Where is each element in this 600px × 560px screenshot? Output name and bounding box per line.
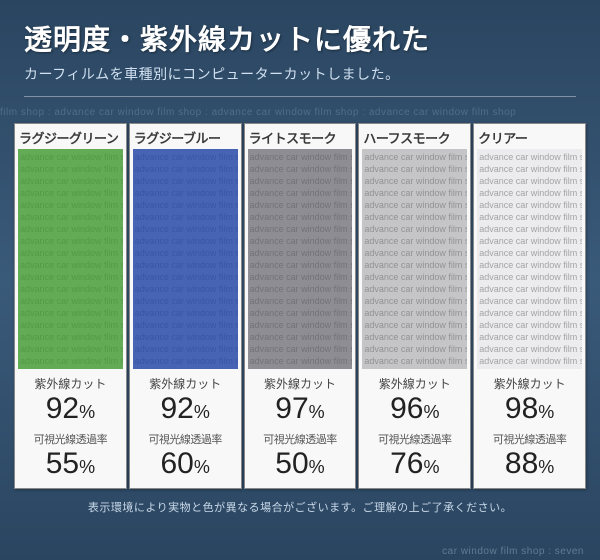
- film-card: ラグジーブルー advance car window film shop : a…: [129, 123, 242, 489]
- vlt-label: 可視光線透過率: [134, 431, 237, 447]
- film-color-swatch: advance car window film shop : advance c…: [362, 149, 467, 369]
- page-subtitle: カーフィルムを車種別にコンピューターカットしました。: [24, 64, 576, 97]
- film-color-swatch: advance car window film shop : advance c…: [248, 149, 353, 369]
- film-stats: 紫外線カット 98% 可視光線透過率 88%: [474, 369, 585, 488]
- vlt-value: 60%: [134, 447, 237, 480]
- swatch-color-overlay: [362, 149, 467, 369]
- film-card: ラグジーグリーン advance car window film shop : …: [14, 123, 127, 489]
- vlt-value: 88%: [478, 447, 581, 480]
- film-stats: 紫外線カット 92% 可視光線透過率 60%: [130, 369, 241, 488]
- film-color-swatch: advance car window film shop : advance c…: [133, 149, 238, 369]
- vlt-label: 可視光線透過率: [19, 431, 122, 447]
- uv-cut-value: 96%: [363, 392, 466, 425]
- uv-cut-label: 紫外線カット: [478, 375, 581, 392]
- film-cards-row: ラグジーグリーン advance car window film shop : …: [0, 119, 600, 489]
- swatch-color-overlay: [248, 149, 353, 369]
- vlt-label: 可視光線透過率: [478, 431, 581, 447]
- vlt-value: 76%: [363, 447, 466, 480]
- vlt-value: 50%: [249, 447, 352, 480]
- film-card: ハーフスモーク advance car window film shop : a…: [358, 123, 471, 489]
- background-text-strip: film shop : advance car window film shop…: [0, 107, 600, 119]
- uv-cut-value: 98%: [478, 392, 581, 425]
- uv-cut-value: 97%: [249, 392, 352, 425]
- swatch-color-overlay: [18, 149, 123, 369]
- swatch-color-overlay: [477, 149, 582, 369]
- film-color-swatch: advance car window film shop : advance c…: [477, 149, 582, 369]
- swatch-color-overlay: [133, 149, 238, 369]
- film-name-label: ライトスモーク: [245, 124, 356, 149]
- header-section: 透明度・紫外線カットに優れた カーフィルムを車種別にコンピューターカットしました…: [0, 0, 600, 107]
- film-name-label: クリアー: [474, 124, 585, 149]
- uv-cut-label: 紫外線カット: [134, 375, 237, 392]
- film-name-label: ハーフスモーク: [359, 124, 470, 149]
- uv-cut-label: 紫外線カット: [19, 375, 122, 392]
- page-title: 透明度・紫外線カットに優れた: [24, 18, 576, 58]
- vlt-label: 可視光線透過率: [363, 431, 466, 447]
- film-name-label: ラグジーグリーン: [15, 124, 126, 149]
- film-color-swatch: advance car window film shop : advance c…: [18, 149, 123, 369]
- film-name-label: ラグジーブルー: [130, 124, 241, 149]
- uv-cut-label: 紫外線カット: [363, 375, 466, 392]
- film-card: クリアー advance car window film shop : adva…: [473, 123, 586, 489]
- film-stats: 紫外線カット 96% 可視光線透過率 76%: [359, 369, 470, 488]
- disclaimer-note: 表示環境により実物と色が異なる場合がございます。ご理解の上ご了承ください。: [0, 499, 600, 515]
- vlt-value: 55%: [19, 447, 122, 480]
- film-card: ライトスモーク advance car window film shop : a…: [244, 123, 357, 489]
- vlt-label: 可視光線透過率: [249, 431, 352, 447]
- uv-cut-label: 紫外線カット: [249, 375, 352, 392]
- uv-cut-value: 92%: [134, 392, 237, 425]
- film-stats: 紫外線カット 92% 可視光線透過率 55%: [15, 369, 126, 488]
- film-stats: 紫外線カット 97% 可視光線透過率 50%: [245, 369, 356, 488]
- footer-text: car window film shop : seven: [0, 543, 600, 560]
- uv-cut-value: 92%: [19, 392, 122, 425]
